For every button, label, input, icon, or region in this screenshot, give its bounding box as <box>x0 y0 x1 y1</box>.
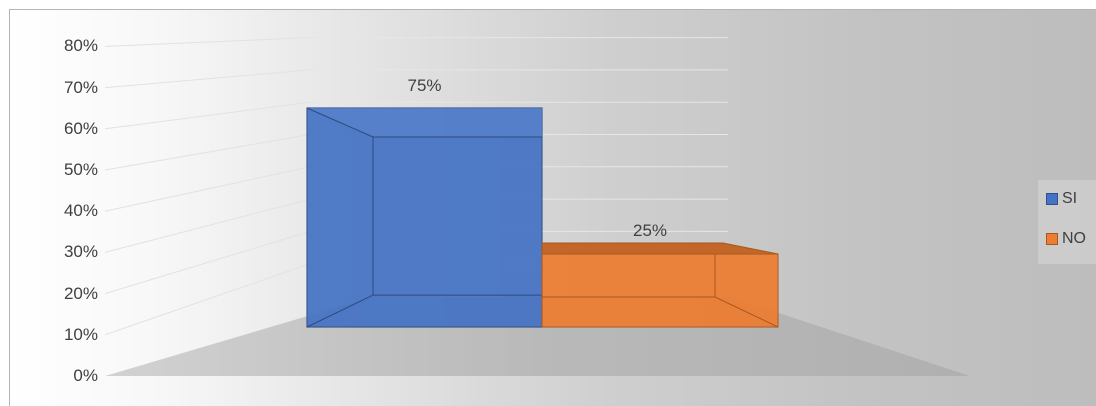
gridline <box>104 198 311 253</box>
gridline <box>104 37 311 47</box>
y-tick-label: 50% <box>63 160 98 179</box>
data-label-no: 25% <box>632 221 668 240</box>
y-tick-label: 60% <box>63 118 98 138</box>
y-tick-label: 30% <box>63 242 98 262</box>
legend: SI NO <box>1038 180 1096 264</box>
bar-edge <box>306 294 542 328</box>
y-tick-label: 40% <box>63 201 98 221</box>
y-tick-label: 20% <box>63 283 98 303</box>
bar-edge <box>542 296 779 328</box>
gridline <box>104 230 311 295</box>
legend-item-no: NO <box>1046 228 1086 250</box>
bar-top-face <box>541 242 779 255</box>
legend-swatch <box>1046 233 1058 245</box>
gridline <box>104 134 311 171</box>
y-tick-label: 70% <box>63 77 98 97</box>
gridline <box>104 101 311 130</box>
bar-face <box>306 107 543 328</box>
bar-face <box>541 253 779 328</box>
gridline <box>104 69 311 89</box>
bar-top-face <box>307 108 542 137</box>
bar-no <box>541 242 779 328</box>
plot-area <box>104 37 970 376</box>
y-tick-label: 10% <box>63 324 98 344</box>
y-tick-label: 0% <box>73 366 98 385</box>
bar-si <box>306 107 543 328</box>
y-tick-label: 80% <box>63 36 98 56</box>
legend-label: NO <box>1062 230 1086 247</box>
gridline <box>104 263 311 336</box>
legend-item-si: SI <box>1046 188 1077 210</box>
data-label-si: 75% <box>407 76 442 95</box>
legend-swatch <box>1046 193 1058 205</box>
gridline <box>104 166 311 212</box>
chart-area: 0% 10% 20% 30% 40% 50% 60% 70% 80% 75% 25% SI NO <box>9 9 1096 406</box>
legend-label: SI <box>1062 190 1078 207</box>
